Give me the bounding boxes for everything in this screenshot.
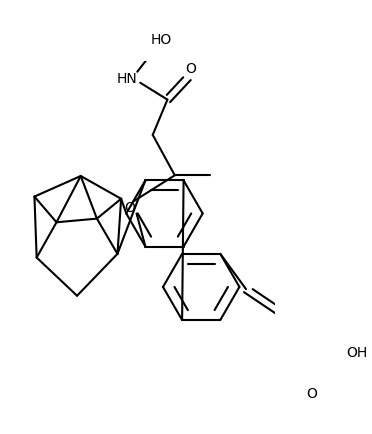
Text: O: O bbox=[124, 201, 135, 215]
Text: HO: HO bbox=[150, 33, 171, 47]
Text: HN: HN bbox=[117, 72, 137, 86]
Text: OH: OH bbox=[346, 346, 368, 360]
Text: O: O bbox=[307, 387, 318, 401]
Text: O: O bbox=[186, 62, 196, 76]
